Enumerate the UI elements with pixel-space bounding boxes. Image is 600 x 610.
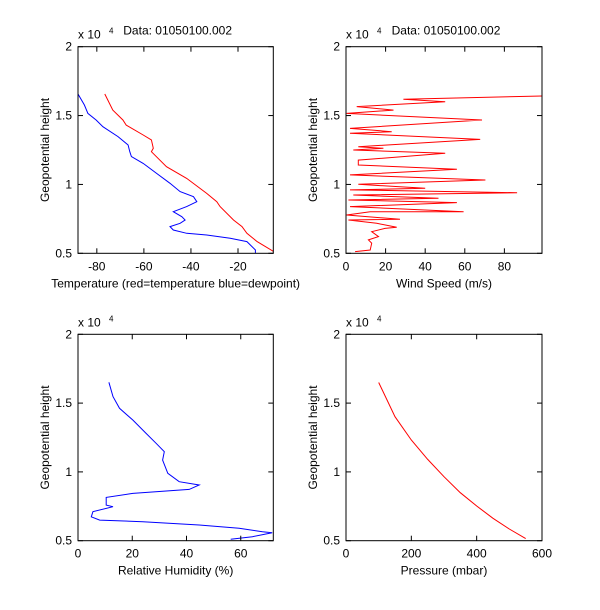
humidity-series-line-0 — [90, 382, 273, 540]
y-tick-label: 1.5 — [55, 396, 72, 410]
y-exponent-power: 4 — [109, 314, 114, 323]
y-tick-label: 1.5 — [323, 109, 340, 123]
temperature-chart: -80 -60 -40 -20 0.5 1 1.5 2 x 10 4 Data: 01050100.… — [38, 24, 300, 291]
x-tick-label: 60 — [234, 547, 248, 561]
y-axis-label: Geopotential height — [306, 97, 320, 202]
y-axis-label: Geopotential height — [306, 385, 320, 490]
y-axis-label: Geopotential height — [38, 385, 52, 490]
temperature-series-line-1 — [78, 93, 256, 254]
y-exponent-label: x 10 — [78, 315, 101, 329]
x-tick-label: 40 — [180, 547, 194, 561]
x-tick-label: 400 — [467, 547, 487, 561]
y-exponent-power: 4 — [377, 314, 382, 323]
axes-box — [345, 46, 543, 254]
x-tick-label: -60 — [135, 259, 153, 273]
pressure-chart: 0 200 400 600 0.5 1 1.5 2 x 10 4 Pressure (mbar) Ge… — [306, 314, 552, 577]
y-tick-label: 0.5 — [55, 534, 72, 548]
y-exponent-label: x 10 — [78, 28, 101, 42]
x-tick-label: 200 — [401, 547, 421, 561]
x-axis-label: Wind Speed (m/s) — [396, 276, 492, 290]
axes-box — [77, 333, 274, 542]
axes-box — [77, 46, 274, 254]
x-axis-label: Temperature (red=temperature blue=dewpoi… — [51, 276, 300, 290]
x-tick-label: 600 — [532, 547, 552, 561]
x-tick-label: 40 — [419, 259, 433, 273]
x-tick-label: 60 — [458, 259, 472, 273]
y-tick-label: 2 — [333, 40, 340, 54]
x-tick-label: 0 — [343, 259, 350, 273]
y-tick-label: 1 — [65, 177, 72, 191]
y-exponent-label: x 10 — [346, 315, 369, 329]
y-tick-label: 2 — [333, 327, 340, 341]
humidity-chart: 0 20 40 60 0.5 1 1.5 2 x 10 4 Relative Humidity (%… — [38, 314, 274, 578]
chart-title: Data: 01050100.002 — [123, 24, 232, 38]
y-tick-label: 1 — [333, 465, 340, 479]
chart-title: Data: 01050100.002 — [392, 24, 501, 38]
x-tick-label: -40 — [182, 259, 200, 273]
x-tick-label: 0 — [343, 547, 350, 561]
x-tick-label: 20 — [126, 547, 140, 561]
x-axis-label: Relative Humidity (%) — [118, 564, 233, 578]
x-tick-label: -20 — [229, 259, 247, 273]
y-tick-label: 0.5 — [323, 534, 340, 548]
x-tick-label: -80 — [88, 259, 106, 273]
temperature-series-line-0 — [104, 93, 274, 252]
y-exponent-power: 4 — [377, 27, 382, 36]
y-tick-label: 1 — [65, 465, 72, 479]
y-tick-label: 0.5 — [55, 246, 72, 260]
wind-series-line-0 — [346, 95, 542, 253]
x-tick-label: 20 — [379, 259, 393, 273]
wind-chart: 0 20 40 60 80 0.5 1 1.5 2 x 10 4 Data: 01050100.002… — [306, 24, 543, 290]
x-tick-label: 0 — [75, 547, 82, 561]
axes-box — [345, 333, 543, 542]
y-axis-label: Geopotential height — [38, 97, 52, 202]
y-tick-label: 1 — [333, 177, 340, 191]
y-tick-label: 2 — [65, 40, 72, 54]
y-tick-label: 1.5 — [323, 396, 340, 410]
x-axis-label: Pressure (mbar) — [401, 564, 488, 578]
y-tick-label: 1.5 — [55, 109, 72, 123]
pressure-series-line-0 — [378, 382, 526, 540]
y-tick-label: 2 — [65, 327, 72, 341]
y-tick-label: 0.5 — [323, 246, 340, 260]
y-exponent-power: 4 — [109, 27, 114, 36]
y-exponent-label: x 10 — [346, 28, 369, 42]
x-tick-label: 80 — [498, 259, 512, 273]
